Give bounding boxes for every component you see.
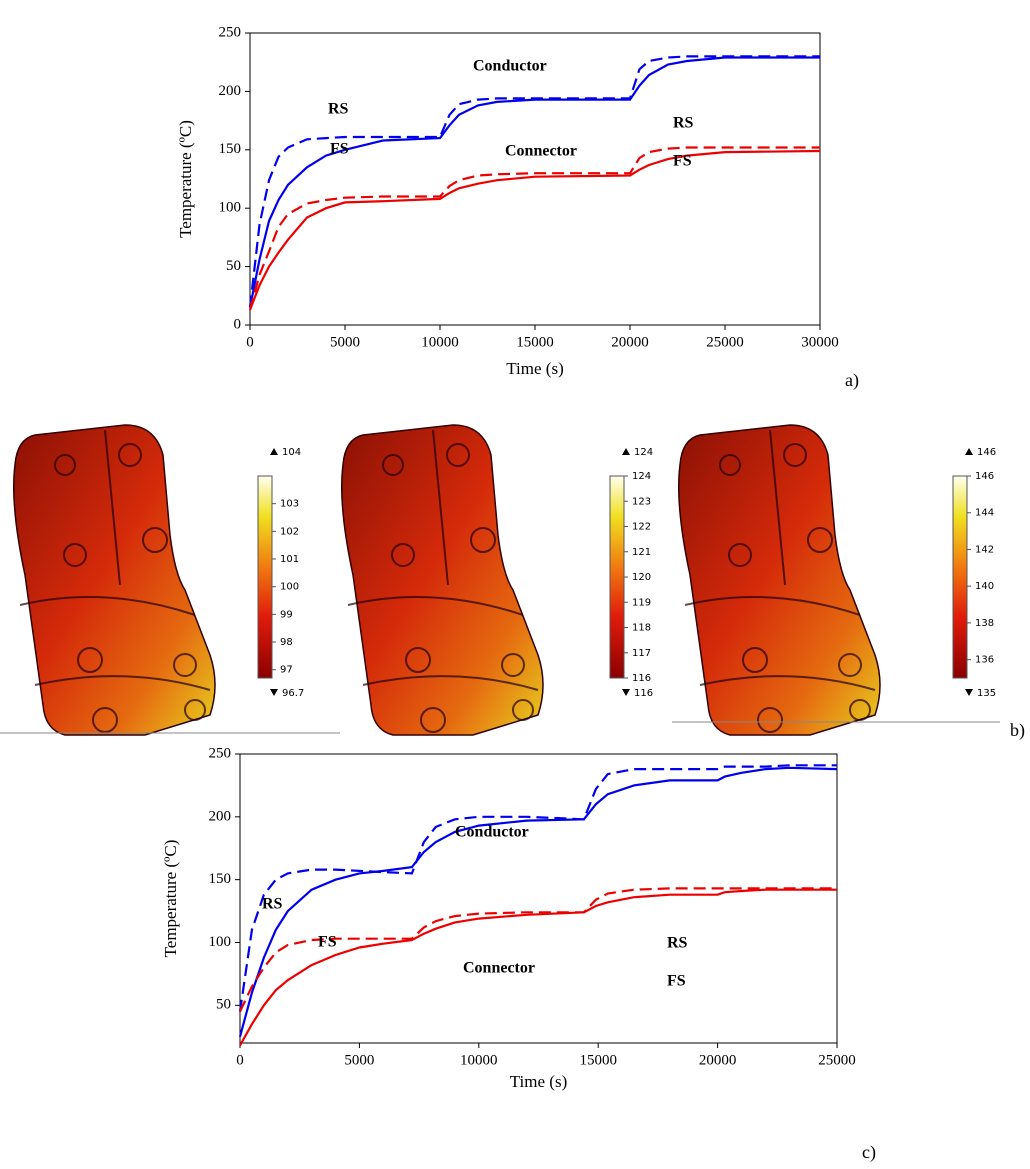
y-tick-label: 250 <box>209 745 232 761</box>
annotation: Conductor <box>455 824 529 841</box>
annotation: Conductor <box>473 58 547 75</box>
y-tick-label: 200 <box>219 83 242 99</box>
x-tick-label: 10000 <box>460 1052 498 1068</box>
colorbar-tick-label: 142 <box>975 544 994 555</box>
annotation: FS <box>318 934 337 951</box>
colorbar-tick-label: 120 <box>632 572 651 583</box>
x-tick-label: 25000 <box>818 1052 856 1068</box>
panel-label: c) <box>862 1142 876 1163</box>
plot-frame <box>240 754 837 1043</box>
annotation: FS <box>673 153 692 170</box>
colorbar-tick-label: 124 <box>632 471 651 482</box>
colorbar-tick-label: 99 <box>280 609 293 620</box>
x-tick-label: 20000 <box>699 1052 737 1068</box>
x-tick-label: 5000 <box>344 1052 374 1068</box>
panel-b-images <box>0 425 1000 735</box>
max-marker <box>270 448 278 455</box>
plot-frame <box>250 33 820 325</box>
temperature-render <box>679 425 880 735</box>
colorbar-tick-label: 101 <box>280 554 299 565</box>
min-marker <box>965 689 973 696</box>
y-axis-label: Temperature (ºC) <box>176 120 195 238</box>
max-label: 104 <box>282 447 301 458</box>
x-tick-label: 0 <box>236 1052 244 1068</box>
max-marker <box>622 448 630 455</box>
y-axis-label: Temperature (ºC) <box>161 840 180 958</box>
colorbar-tick-label: 146 <box>975 471 994 482</box>
annotation: FS <box>330 141 349 158</box>
colorbar-tick-label: 97 <box>280 665 293 676</box>
x-axis-label: Time (s) <box>510 1072 567 1091</box>
panel-label: b) <box>1010 720 1025 741</box>
data-line <box>250 56 820 307</box>
colorbar-tick-label: 121 <box>632 547 651 558</box>
annotation: RS <box>262 896 283 913</box>
y-tick-label: 50 <box>226 258 241 274</box>
annotation: RS <box>667 935 688 952</box>
y-tick-label: 50 <box>216 997 231 1013</box>
colorbar <box>258 476 272 678</box>
min-label: 135 <box>977 688 996 699</box>
colorbar-tick-label: 122 <box>632 522 651 533</box>
colorbar-tick-label: 118 <box>632 623 651 634</box>
annotation: RS <box>328 101 349 118</box>
min-marker <box>270 689 278 696</box>
min-label: 116 <box>634 688 653 699</box>
x-axis-label: Time (s) <box>506 359 563 378</box>
temperature-render <box>14 425 215 735</box>
annotation: FS <box>667 973 686 990</box>
colorbar-tick-label: 138 <box>975 618 994 629</box>
x-tick-label: 10000 <box>421 334 459 350</box>
panel-label: a) <box>845 370 859 391</box>
x-tick-label: 5000 <box>330 334 360 350</box>
x-tick-label: 15000 <box>579 1052 617 1068</box>
x-tick-label: 15000 <box>516 334 554 350</box>
colorbar-tick-label: 123 <box>632 496 651 507</box>
y-tick-label: 100 <box>219 200 242 216</box>
annotation: Connector <box>463 960 535 977</box>
colorbar-tick-label: 116 <box>632 673 651 684</box>
colorbar-tick-label: 117 <box>632 648 651 659</box>
min-label: 96.7 <box>282 688 304 699</box>
data-line <box>240 765 837 1011</box>
x-tick-label: 0 <box>246 334 254 350</box>
x-tick-label: 20000 <box>611 334 649 350</box>
colorbar <box>953 476 967 678</box>
y-tick-label: 150 <box>209 871 232 887</box>
colorbar-tick-label: 136 <box>975 655 994 666</box>
colorbar-tick-label: 103 <box>280 499 299 510</box>
colorbar-tick-label: 119 <box>632 597 651 608</box>
figure: 0 5000 10000 15000 20000 25000 30000 0 50 100 150 2… <box>0 0 1030 1169</box>
x-tick-label: 30000 <box>801 334 839 350</box>
colorbar-tick-label: 100 <box>280 582 299 593</box>
min-marker <box>622 689 630 696</box>
colorbar-tick-label: 140 <box>975 581 994 592</box>
data-line <box>250 151 820 310</box>
y-tick-label: 250 <box>219 24 242 40</box>
max-label: 146 <box>977 447 996 458</box>
temperature-render <box>342 425 543 735</box>
y-tick-label: 150 <box>219 141 242 157</box>
colorbar-tick-label: 144 <box>975 508 994 519</box>
data-line <box>250 148 820 310</box>
colorbar <box>610 476 624 678</box>
annotation: Connector <box>505 143 577 160</box>
data-line <box>250 58 820 308</box>
x-tick-label: 25000 <box>706 334 744 350</box>
max-label: 124 <box>634 447 653 458</box>
y-tick-label: 200 <box>209 808 232 824</box>
annotation: RS <box>673 115 694 132</box>
colorbar-tick-label: 98 <box>280 637 293 648</box>
data-line <box>240 890 837 1046</box>
y-tick-label: 0 <box>234 316 242 332</box>
max-marker <box>965 448 973 455</box>
y-tick-label: 100 <box>209 934 232 950</box>
data-line <box>240 768 837 1037</box>
colorbar-tick-label: 102 <box>280 526 299 537</box>
